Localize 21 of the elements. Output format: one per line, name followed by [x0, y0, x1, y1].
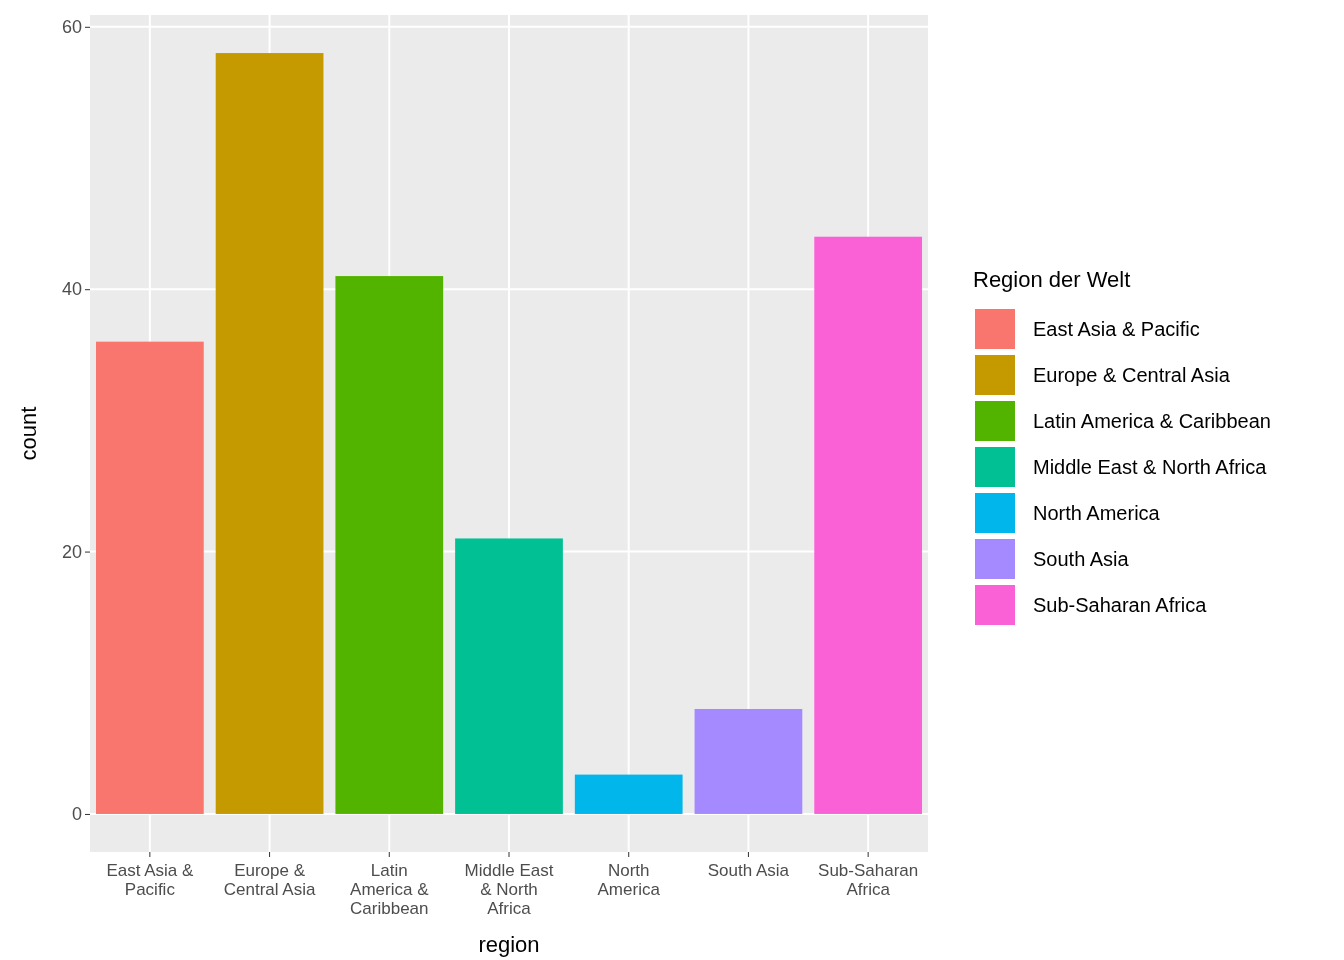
legend-label: Sub-Saharan Africa — [1033, 594, 1208, 616]
x-tick-label: South Asia — [707, 861, 790, 880]
legend-label: South Asia — [1033, 548, 1130, 570]
x-tick-label: Sub-Saharan Africa — [818, 861, 919, 899]
legend-title: Region der Welt — [973, 267, 1131, 292]
x-tick-label: Middle East & North Africa — [464, 861, 554, 918]
y-tick-label: 40 — [61, 279, 82, 300]
y-tick-label: 0 — [71, 804, 82, 825]
x-tick-label: North America — [597, 861, 661, 899]
y-axis-title: count — [16, 406, 41, 461]
y-tick-label: 20 — [61, 541, 82, 562]
legend-label: Latin America & Caribbean — [1033, 410, 1271, 432]
legend-label: North America — [1033, 502, 1161, 524]
x-tick-label: Latin America & Caribbean — [350, 861, 430, 918]
legend-label: Europe & Central Asia — [1033, 364, 1231, 386]
x-tick-label: Europe & Central Asia — [223, 861, 316, 899]
legend-label: Middle East & North Africa — [1033, 456, 1268, 478]
x-tick-label: East Asia & Pacific — [106, 861, 194, 899]
legend-label: East Asia & Pacific — [1033, 318, 1200, 340]
y-tick-label: 60 — [61, 17, 82, 38]
x-axis-title: region — [478, 932, 540, 957]
